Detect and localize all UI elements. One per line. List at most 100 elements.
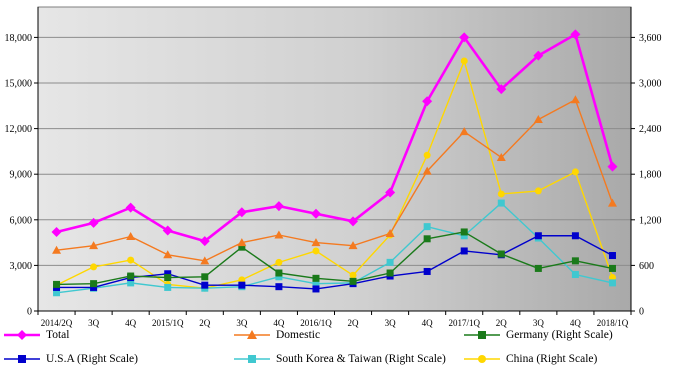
- data-point: [90, 263, 98, 271]
- data-point: [125, 202, 136, 213]
- data-point: [607, 198, 617, 207]
- data-point: [89, 241, 99, 250]
- data-point: [459, 32, 470, 43]
- series-0: [51, 29, 618, 247]
- data-point: [90, 283, 98, 291]
- data-point: [423, 223, 431, 231]
- data-point: [571, 168, 579, 176]
- data-point: [312, 247, 320, 255]
- data-point: [53, 289, 61, 297]
- legend-item: Total: [2, 325, 69, 345]
- data-point: [199, 236, 210, 247]
- legend-label: China (Right Scale): [506, 353, 598, 365]
- legend-swatch: [234, 355, 270, 363]
- data-point: [459, 127, 469, 136]
- data-point: [460, 232, 468, 240]
- data-point: [238, 276, 246, 284]
- data-point: [162, 225, 173, 236]
- data-point: [201, 273, 209, 281]
- x-tick-label: 3Q: [88, 318, 100, 328]
- x-tick-label: 3Q: [385, 318, 397, 328]
- legend-swatch: [234, 330, 270, 339]
- data-point: [460, 247, 468, 255]
- series-line: [56, 231, 613, 286]
- data-point: [201, 281, 209, 289]
- legend-label: Total: [46, 329, 70, 341]
- right-tick-label: 0: [639, 307, 644, 318]
- legend-swatch: [4, 355, 40, 363]
- data-point: [496, 152, 506, 161]
- left-tick-label: 9,000: [10, 170, 33, 181]
- right-tick-label: 2,400: [639, 124, 662, 135]
- legend: Total Domestic Germany (Right Scale) U.S.A …: [0, 323, 689, 372]
- right-tick-label: 3,600: [639, 33, 662, 44]
- left-tick-label: 3,000: [10, 261, 33, 272]
- data-point: [164, 274, 172, 282]
- data-point: [275, 283, 283, 291]
- data-point: [571, 271, 579, 279]
- legend-swatch: [464, 331, 500, 339]
- data-point: [237, 238, 247, 247]
- series-line: [56, 33, 614, 243]
- data-point: [17, 330, 27, 340]
- legend-item: U.S.A (Right Scale): [2, 349, 138, 369]
- data-point: [51, 226, 62, 237]
- data-point: [312, 280, 320, 288]
- series-1: [52, 95, 617, 265]
- x-tick-label: 2Q: [348, 318, 360, 328]
- data-point: [478, 331, 486, 339]
- data-point: [127, 256, 135, 264]
- x-tick-label: 4Q: [125, 318, 137, 328]
- data-point: [385, 228, 395, 237]
- x-tick-label: 2014/2Q: [41, 318, 73, 328]
- data-point: [53, 280, 61, 288]
- data-point: [608, 252, 616, 260]
- data-point: [423, 235, 431, 243]
- x-tick-label: 2Q: [199, 318, 211, 328]
- data-point: [349, 271, 357, 279]
- data-point: [608, 274, 616, 282]
- data-point: [164, 283, 172, 291]
- x-tick-label: 3Q: [533, 318, 545, 328]
- data-point: [478, 355, 486, 363]
- data-point: [386, 258, 394, 266]
- data-point: [348, 241, 358, 250]
- data-point: [18, 355, 26, 363]
- data-point: [460, 57, 468, 65]
- series-line: [56, 99, 614, 262]
- data-point: [422, 96, 433, 107]
- axes: 0 3,000 6,000 9,000 12,000 15,000 18,000 0 600 1,…: [5, 7, 662, 328]
- right-tick-label: 1,800: [639, 170, 662, 181]
- data-point: [236, 207, 247, 218]
- data-point: [275, 258, 283, 266]
- data-point: [52, 245, 62, 254]
- left-tick-label: 18,000: [5, 33, 33, 44]
- x-tick-label: 3Q: [236, 318, 248, 328]
- data-point: [238, 243, 246, 251]
- data-point: [423, 151, 431, 159]
- data-point: [90, 280, 98, 288]
- data-point: [570, 29, 581, 40]
- x-tick-label: 2015/1Q: [152, 318, 184, 328]
- data-point: [349, 277, 357, 285]
- series-line: [56, 202, 613, 294]
- data-point: [127, 279, 135, 287]
- data-point: [127, 272, 135, 280]
- x-tick-label: 2Q: [496, 318, 508, 328]
- x-tick-label: 4Q: [570, 318, 582, 328]
- data-point: [534, 264, 542, 272]
- data-point: [496, 84, 507, 95]
- series-line: [56, 60, 614, 289]
- data-point: [88, 217, 99, 228]
- left-tick-label: 12,000: [5, 124, 33, 135]
- left-tick-label: 0: [27, 307, 32, 318]
- data-point: [274, 230, 284, 239]
- right-tick-label: 600: [639, 261, 654, 272]
- x-tick-label: 2018/1Q: [597, 318, 629, 328]
- data-point: [348, 216, 359, 227]
- right-tick-label: 3,000: [639, 79, 662, 90]
- data-point: [534, 187, 542, 195]
- data-point: [608, 279, 616, 287]
- data-point: [571, 232, 579, 240]
